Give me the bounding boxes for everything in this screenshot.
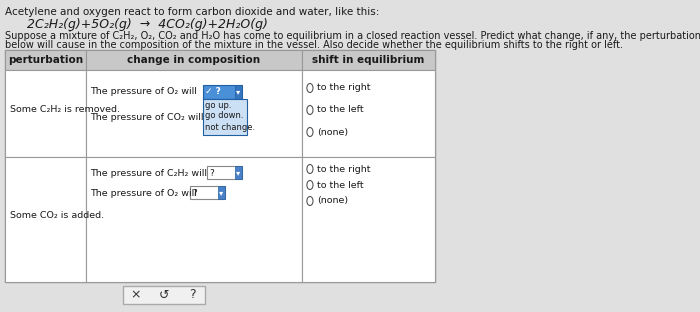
Text: ▾: ▾ — [236, 87, 240, 96]
Text: not change.: not change. — [205, 123, 256, 131]
Bar — [6, 157, 85, 282]
Bar — [6, 70, 85, 157]
Text: to the right: to the right — [316, 164, 370, 173]
Bar — [202, 85, 242, 99]
Text: Some C₂H₂ is removed.: Some C₂H₂ is removed. — [10, 105, 120, 114]
Text: ?: ? — [189, 289, 196, 301]
Bar — [202, 99, 247, 135]
Bar — [234, 85, 242, 99]
Text: go down.: go down. — [205, 111, 244, 120]
Text: The pressure of O₂ will: The pressure of O₂ will — [90, 87, 197, 96]
Bar — [302, 70, 435, 157]
Text: (none): (none) — [316, 128, 348, 137]
Text: ?: ? — [209, 168, 214, 178]
Text: below will cause in the composition of the mixture in the vessel. Also decide wh: below will cause in the composition of t… — [6, 40, 624, 50]
Text: The pressure of C₂H₂ will: The pressure of C₂H₂ will — [90, 168, 206, 178]
Bar — [302, 157, 435, 282]
Text: ✓ ?: ✓ ? — [205, 87, 221, 96]
Text: Suppose a mixture of C₂H₂, O₂, CO₂ and H₂O has come to equilibrium in a closed r: Suppose a mixture of C₂H₂, O₂, CO₂ and H… — [6, 31, 700, 41]
Bar — [85, 157, 302, 282]
Bar — [85, 70, 302, 157]
Bar — [6, 50, 435, 282]
Text: ?: ? — [193, 188, 197, 197]
Text: change in composition: change in composition — [127, 55, 260, 65]
Text: ▾: ▾ — [236, 168, 240, 178]
Text: Acetylene and oxygen react to form carbon dioxide and water, like this:: Acetylene and oxygen react to form carbo… — [6, 7, 380, 17]
Bar — [123, 286, 204, 304]
Text: go up.: go up. — [205, 100, 232, 110]
Text: The pressure of O₂ will: The pressure of O₂ will — [90, 188, 197, 197]
Text: shift in equilibrium: shift in equilibrium — [312, 55, 425, 65]
Bar — [85, 50, 302, 70]
Text: to the left: to the left — [316, 105, 363, 115]
Text: ↺: ↺ — [159, 289, 169, 301]
Text: (none): (none) — [316, 197, 348, 206]
Bar — [234, 166, 242, 179]
Text: ×: × — [130, 289, 141, 301]
Bar — [218, 186, 225, 199]
Bar — [190, 186, 225, 199]
Text: Some CO₂ is added.: Some CO₂ is added. — [10, 211, 104, 220]
Bar — [206, 166, 242, 179]
Text: 2C₂H₂(g)+5O₂(g)  →  4CO₂(g)+2H₂O(g): 2C₂H₂(g)+5O₂(g) → 4CO₂(g)+2H₂O(g) — [27, 18, 268, 31]
Text: The pressure of CO₂ will: The pressure of CO₂ will — [90, 114, 203, 123]
Text: to the right: to the right — [316, 84, 370, 92]
Text: perturbation: perturbation — [8, 55, 83, 65]
Text: to the left: to the left — [316, 181, 363, 189]
Bar — [6, 50, 85, 70]
Text: ▾: ▾ — [219, 188, 223, 197]
Bar — [302, 50, 435, 70]
